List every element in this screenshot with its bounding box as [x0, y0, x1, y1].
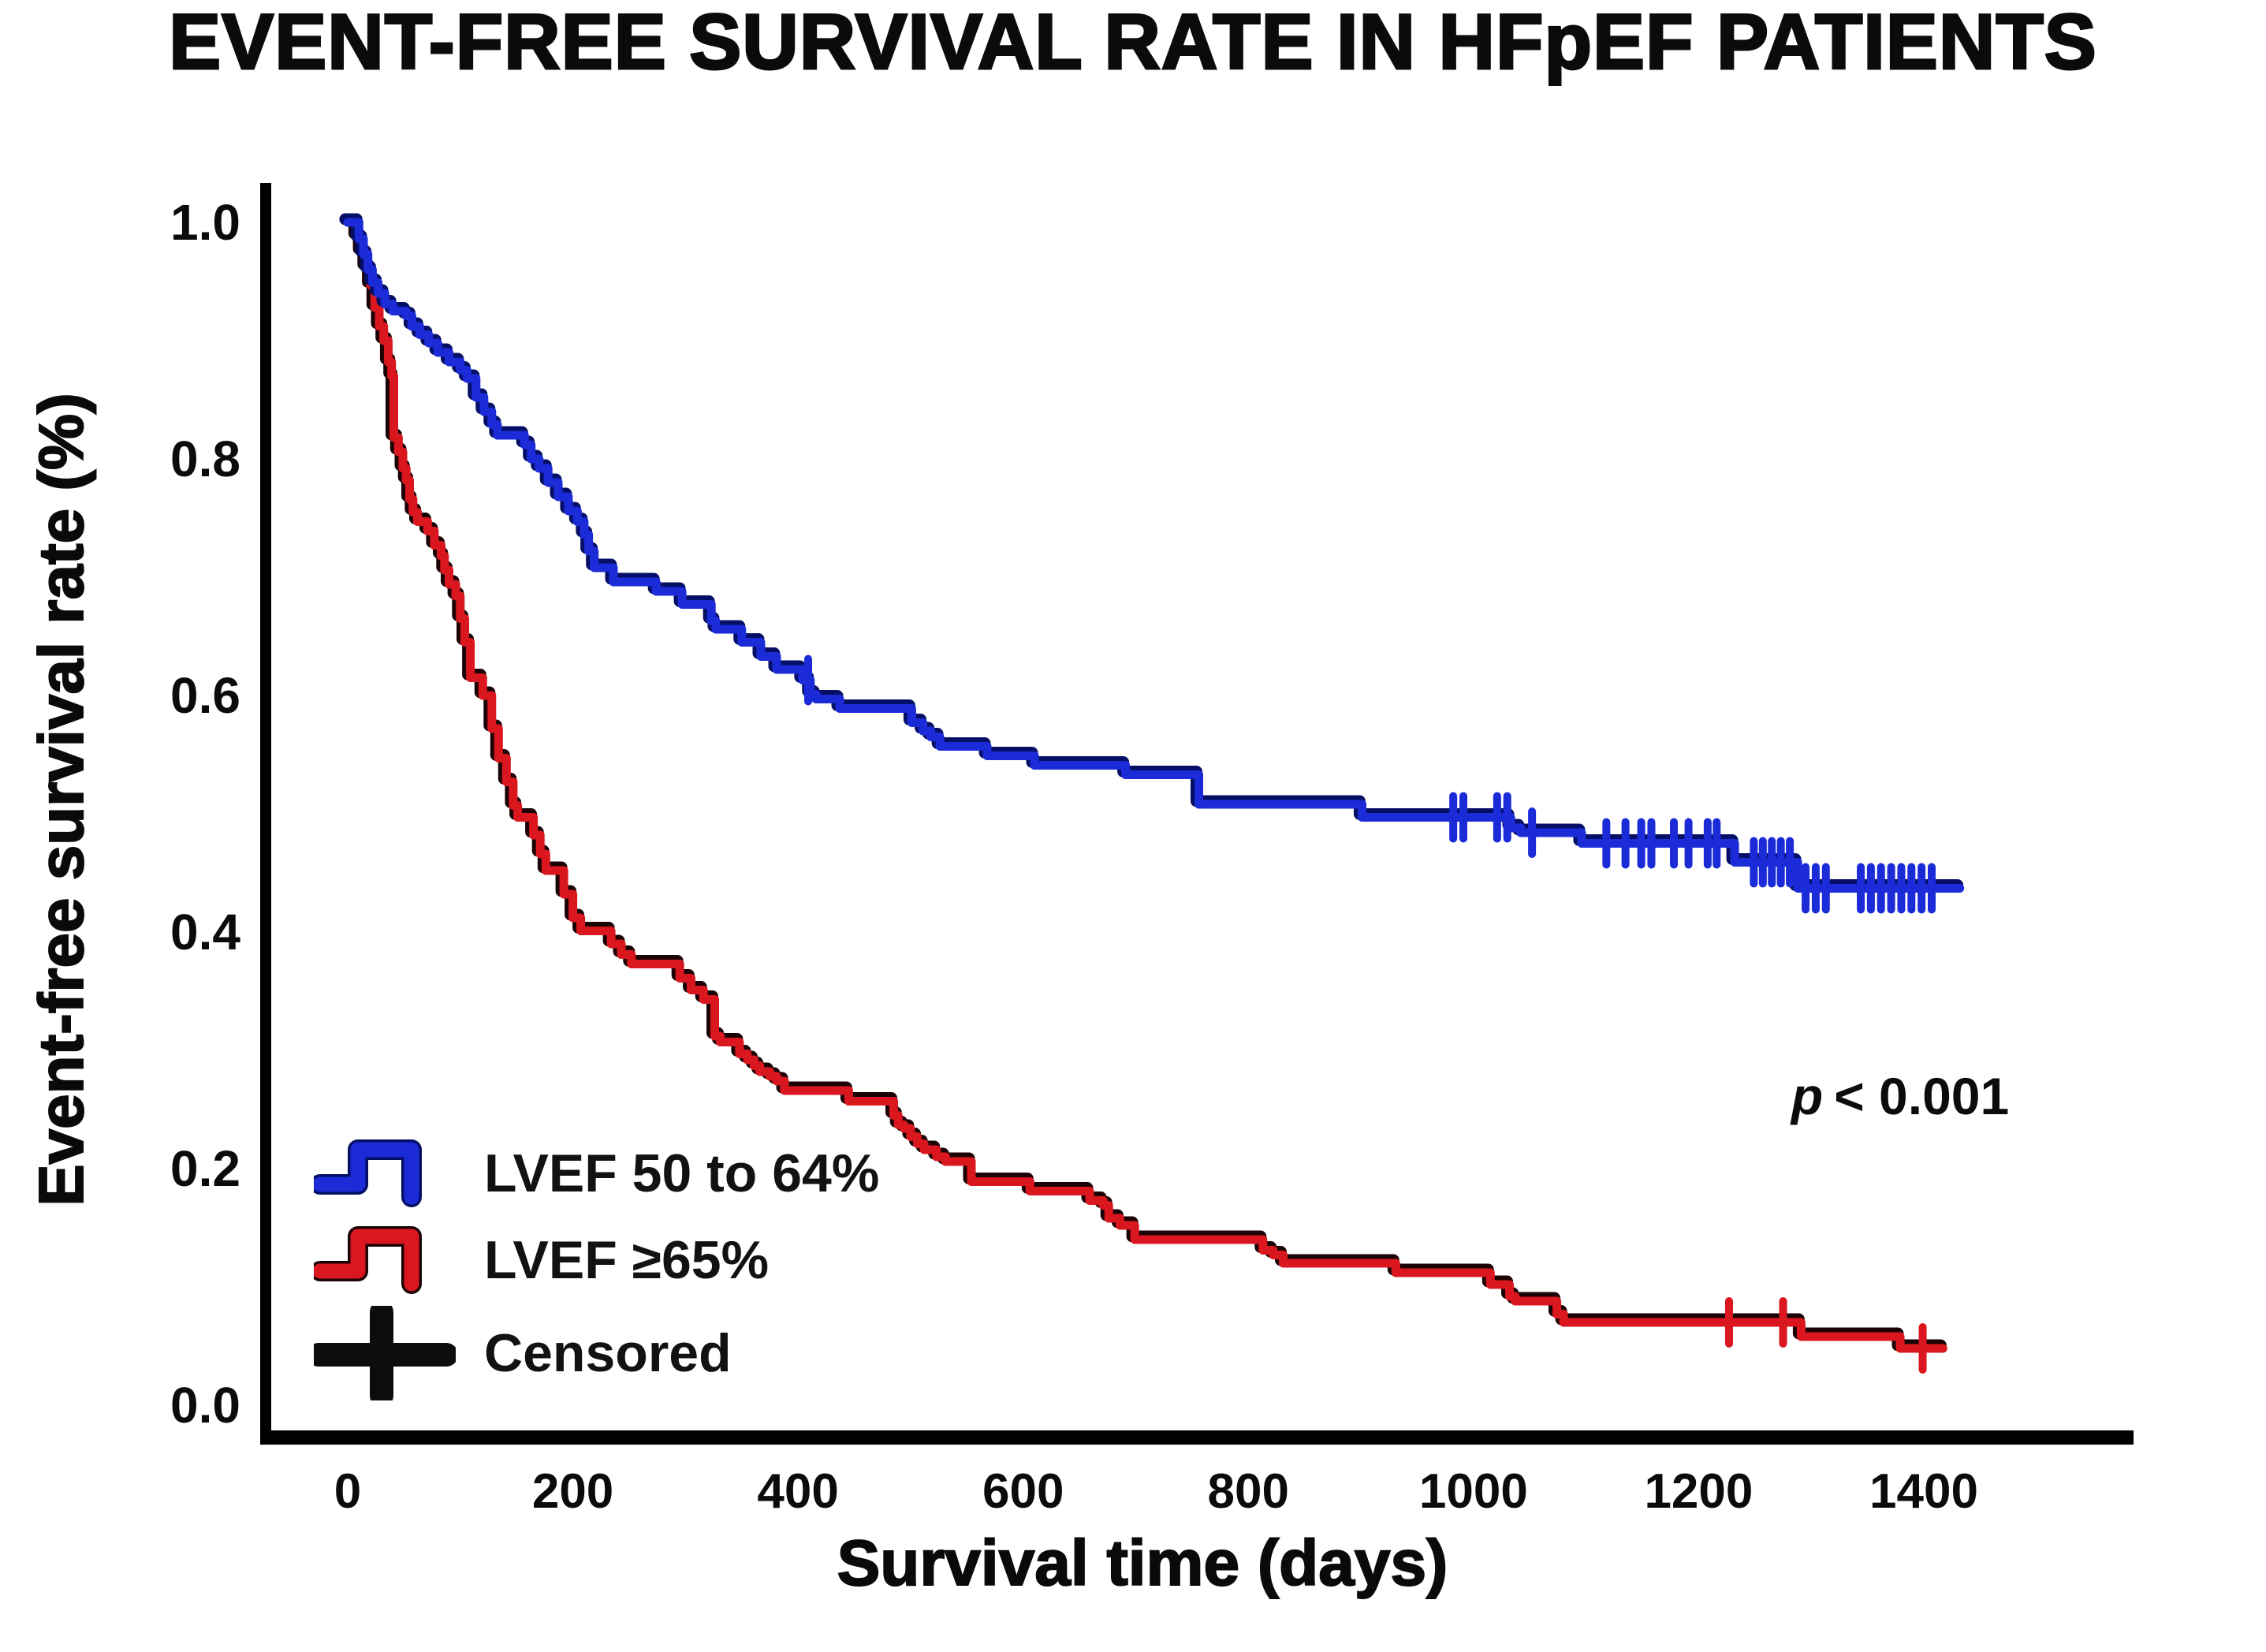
censored-plus-icon	[314, 1306, 456, 1400]
y-tick-label: 0.8	[170, 431, 240, 487]
p-value-annotation: p < 0.001	[1687, 1066, 2113, 1126]
legend-label: Censored	[484, 1323, 732, 1383]
blue-step-line-icon	[314, 1139, 422, 1207]
legend-item-lvef-ge65: LVEF ≥65%	[314, 1221, 769, 1300]
survival-curve-blue	[339, 213, 1965, 914]
p-value-text: < 0.001	[1834, 1067, 2010, 1125]
y-tick-label: 0.6	[170, 667, 240, 724]
y-tick-label: 1.0	[170, 194, 240, 251]
x-tick-label: 800	[1208, 1464, 1289, 1519]
x-tick-label: 200	[532, 1464, 613, 1519]
x-tick-label: 1400	[1869, 1464, 1978, 1519]
survival-curve-red	[339, 213, 1947, 1374]
y-tick-label: 0.2	[170, 1140, 240, 1197]
page-title: EVENT-FREE SURVIVAL RATE IN HFpEF PATIEN…	[168, 0, 2098, 87]
p-value-symbol: p	[1791, 1067, 1824, 1125]
red-step-line-icon	[314, 1226, 422, 1294]
curve-line	[343, 218, 1947, 1353]
x-tick-label: 1000	[1419, 1464, 1528, 1519]
x-tick-label: 600	[982, 1464, 1064, 1519]
curve-line	[343, 218, 1965, 893]
x-tick-label: 400	[757, 1464, 838, 1519]
axis-tick-labels: 0 200 400 600 800 1000 1200 1400 1.0 0.8 0.6 0.4 0.2…	[170, 194, 1978, 1519]
x-tick-label: 1200	[1644, 1464, 1753, 1519]
x-axis-label: Survival time (days)	[837, 1527, 1449, 1600]
y-tick-label: 0.4	[170, 904, 240, 960]
y-tick-label: 0.0	[170, 1377, 240, 1434]
legend-item-censored: Censored	[314, 1306, 732, 1400]
x-tick-label: 0	[334, 1464, 361, 1519]
censor-ticks-red	[1724, 1297, 1927, 1374]
censor-ticks-blue	[803, 654, 1936, 914]
legend-item-lvef-50-64: LVEF 50 to 64%	[314, 1134, 879, 1213]
legend-label: LVEF 50 to 64%	[484, 1143, 880, 1203]
legend-label: LVEF ≥65%	[484, 1230, 770, 1290]
survival-curves	[339, 213, 1965, 1374]
